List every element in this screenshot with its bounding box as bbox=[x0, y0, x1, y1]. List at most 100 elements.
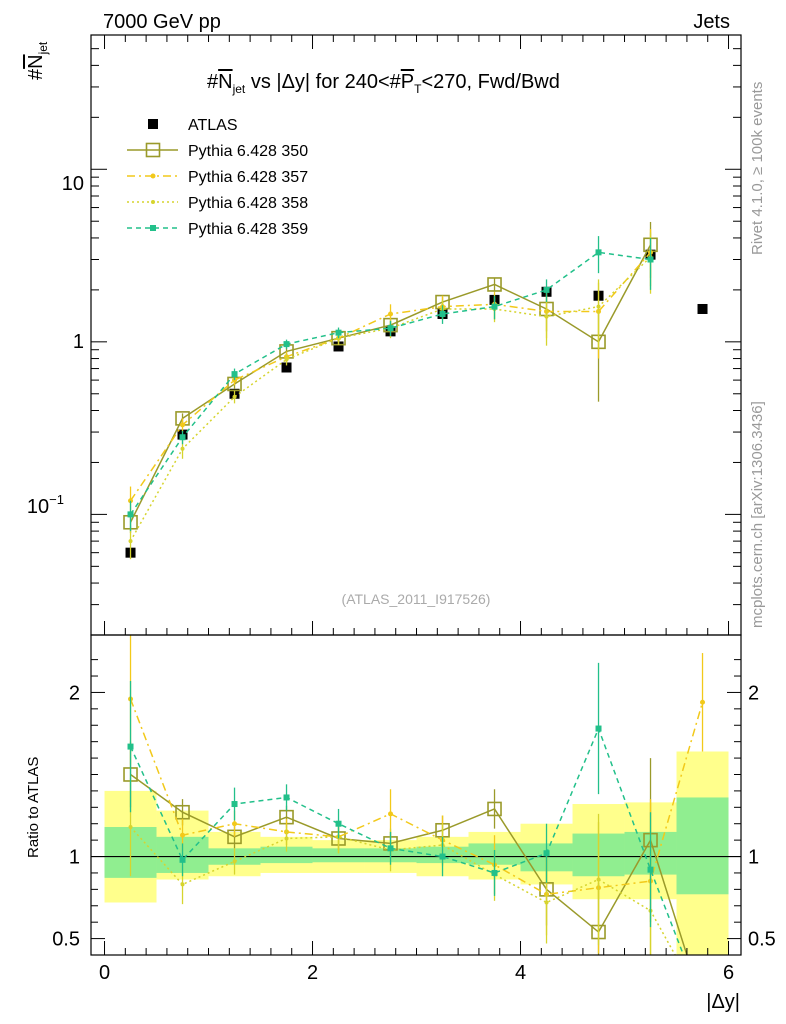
ratio-point bbox=[175, 804, 190, 820]
ratio-point bbox=[232, 859, 237, 864]
legend-entry: Pythia 6.428 359 bbox=[127, 221, 308, 238]
ratio-band-green bbox=[260, 846, 313, 864]
chart-title: #Njet vs |Δy| for 240<#PT<270, Fwd/Bwd bbox=[207, 71, 560, 96]
ratio-point bbox=[284, 836, 289, 841]
data-point bbox=[647, 256, 654, 263]
legend-label: ATLAS bbox=[188, 117, 238, 134]
ratio-band-green bbox=[676, 797, 729, 895]
data-point bbox=[544, 314, 549, 319]
atlas-point bbox=[333, 341, 344, 352]
legend-marker bbox=[150, 173, 156, 179]
ratio-point bbox=[387, 845, 394, 852]
series-line bbox=[129, 251, 652, 502]
data-point bbox=[128, 539, 133, 544]
data-point bbox=[232, 394, 237, 399]
data-point bbox=[595, 249, 602, 256]
legend: ATLAS Pythia 6.428 350 Pythia 6.428 357 Pyt… bbox=[127, 117, 308, 238]
legend-label: Pythia 6.428 350 bbox=[188, 143, 308, 160]
xtick-label: 0 bbox=[99, 962, 110, 984]
ratio-point bbox=[487, 801, 502, 817]
ratio-band-green bbox=[312, 848, 365, 863]
data-point bbox=[596, 304, 601, 309]
series-pythia-6-428-358 bbox=[128, 232, 653, 560]
data-point bbox=[284, 357, 289, 362]
ratio-point bbox=[232, 821, 238, 827]
data-point bbox=[439, 310, 446, 317]
legend-marker bbox=[151, 200, 155, 204]
header-right: Jets bbox=[693, 11, 730, 33]
ratio-point bbox=[439, 853, 446, 860]
ytick-label-10: 10 bbox=[62, 173, 84, 195]
ytick-label-1: 1 bbox=[73, 331, 84, 353]
series-line bbox=[129, 251, 651, 515]
legend-marker bbox=[145, 142, 161, 158]
ratio-ylabel: Ratio to ATLAS bbox=[25, 757, 42, 858]
ratio-ytick-left: 0.5 bbox=[52, 929, 80, 951]
xtick-label: 6 bbox=[723, 962, 734, 984]
ratio-ytick-left: 2 bbox=[69, 682, 80, 704]
ratio-point bbox=[595, 725, 602, 732]
ratio-point bbox=[179, 856, 186, 863]
header-left: 7000 GeV pp bbox=[103, 11, 221, 33]
data-point bbox=[127, 511, 134, 518]
ratio-frame bbox=[90, 634, 742, 956]
legend-marker bbox=[148, 119, 158, 129]
ratio-plot-data bbox=[123, 635, 706, 1007]
data-point bbox=[543, 286, 550, 293]
ytick-label-0p1: 10−1 bbox=[27, 492, 64, 518]
ratio-ytick-left: 1 bbox=[69, 847, 80, 869]
series-pythia-6-428-359 bbox=[127, 236, 654, 532]
ratio-point bbox=[701, 1002, 705, 1006]
ratio-series-pythia-6-428-359 bbox=[127, 662, 706, 1007]
ratio-point bbox=[544, 900, 549, 905]
ratio-point bbox=[180, 882, 185, 887]
series-line bbox=[129, 244, 652, 523]
legend-marker bbox=[150, 225, 156, 231]
ratio-tick-labels: 0.5 0.5 1 1 2 2 0 2 4 6 bbox=[52, 682, 776, 984]
ratio-point bbox=[647, 866, 654, 873]
xlabel: |Δy| bbox=[706, 991, 740, 1013]
ratio-line bbox=[130, 773, 688, 955]
ratio-point bbox=[127, 743, 134, 750]
data-point bbox=[491, 303, 498, 310]
series-pythia-6-428-357 bbox=[128, 229, 654, 519]
ratio-point bbox=[388, 811, 394, 817]
axis-ticks bbox=[91, 34, 741, 956]
legend-entry: Pythia 6.428 357 bbox=[127, 169, 308, 186]
ratio-point bbox=[491, 869, 498, 876]
ratio-line bbox=[129, 698, 704, 896]
rivet-label: Rivet 4.1.0, ≥ 100k events bbox=[749, 82, 766, 255]
series-atlas bbox=[125, 249, 708, 558]
series-pythia-6-428-350 bbox=[123, 221, 658, 534]
main-ylabel: #Njet bbox=[25, 41, 50, 80]
data-point bbox=[231, 371, 238, 378]
ratio-uncertainty-bands bbox=[104, 751, 729, 955]
series-line bbox=[129, 256, 652, 542]
legend-entry: ATLAS bbox=[148, 117, 238, 134]
ratio-point bbox=[283, 794, 290, 801]
xtick-label: 2 bbox=[307, 962, 318, 984]
ratio-point bbox=[231, 801, 238, 808]
data-point bbox=[180, 422, 186, 428]
atlas-point bbox=[281, 362, 292, 373]
ratio-point bbox=[700, 699, 706, 705]
legend-entry: Pythia 6.428 358 bbox=[127, 195, 308, 212]
legend-label: Pythia 6.428 359 bbox=[188, 221, 308, 238]
data-point bbox=[335, 329, 342, 336]
ratio-ytick-right: 2 bbox=[748, 682, 759, 704]
ratio-point bbox=[180, 832, 186, 838]
data-point bbox=[387, 325, 394, 332]
mcplots-label: mcplots.cern.ch [arXiv:1306.3436] bbox=[749, 401, 766, 628]
legend-label: Pythia 6.428 357 bbox=[188, 169, 308, 186]
ratio-point bbox=[128, 825, 133, 829]
ratio-ytick-right: 1 bbox=[748, 847, 759, 869]
data-point bbox=[388, 311, 394, 317]
ratio-series-pythia-6-428-357 bbox=[128, 635, 706, 955]
data-point bbox=[179, 434, 186, 441]
ratio-point bbox=[543, 850, 550, 857]
analysis-watermark: (ATLAS_2011_I917526) bbox=[342, 591, 491, 607]
legend-entry: Pythia 6.428 350 bbox=[127, 142, 308, 160]
ratio-point bbox=[700, 1001, 706, 1007]
legend-label: Pythia 6.428 358 bbox=[188, 195, 308, 212]
